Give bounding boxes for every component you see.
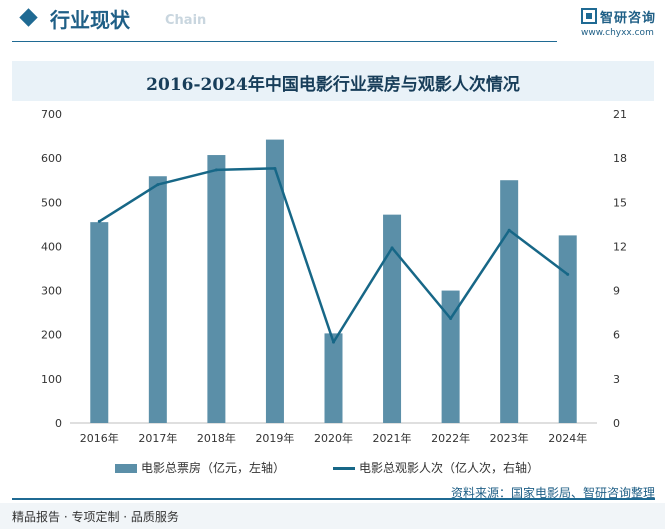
x-tick-label: 2024年 [548,431,587,445]
footer-tagline: 精品报告 · 专项定制 · 品质服务 [12,510,179,524]
y-right-tick-label: 3 [613,373,620,386]
x-tick-label: 2021年 [373,431,412,445]
chart-title-band: 2016-2024年中国电影行业票房与观影人次情况 [12,61,654,101]
admissions-point-2023年 [507,228,511,232]
y-right-tick-label: 15 [613,196,627,209]
bar-2016年 [90,222,109,423]
brand-logo: 智研咨询 www.chyxx.com [581,7,661,41]
y-left-tick-label: 700 [41,108,62,121]
x-tick-label: 2023年 [490,431,529,445]
y-left-tick-label: 0 [55,417,62,430]
legend-label-box-office: 电影总票房（亿元，左轴） [141,461,286,475]
y-left-tick-label: 500 [41,196,62,209]
bar-2018年 [207,155,226,423]
section-title: 行业现状 [50,8,130,32]
logo-url: www.chyxx.com [581,28,654,38]
y-left-tick-label: 400 [41,240,62,253]
section-subtitle: Chain [165,13,207,28]
legend-swatch-line [333,467,355,470]
x-tick-label: 2022年 [431,431,470,445]
bar-2019年 [265,139,284,424]
admissions-point-2022年 [449,317,453,321]
admissions-point-2020年 [332,340,335,344]
diamond-icon [19,8,38,27]
y-left-tick-label: 200 [41,329,62,342]
legend-item-admissions: 电影总观影人次（亿人次，右轴） [333,459,539,476]
y-left-tick-label: 600 [41,152,62,165]
y-right-tick-label: 6 [613,329,620,342]
bar-2024年 [558,235,577,423]
footer-band: 精品报告 · 专项定制 · 品质服务 [0,503,665,529]
admissions-point-2019年 [273,166,277,170]
y-right-tick-label: 12 [613,240,627,253]
y-right-tick-label: 9 [613,285,620,298]
bar-2020年 [324,333,343,423]
x-tick-label: 2020年 [314,431,353,445]
header: 行业现状 Chain 智研咨询 www.chyxx.com [0,0,665,44]
admissions-line [98,167,569,344]
bar-2021年 [383,214,402,423]
admissions-point-2021年 [390,246,394,250]
chart-title: 2016-2024年中国电影行业票房与观影人次情况 [146,75,520,95]
admissions-point-2016年 [97,219,101,223]
logo-mark-icon [581,8,597,24]
logo-name: 智研咨询 [600,11,657,26]
x-tick-label: 2018年 [197,431,236,445]
y-left-tick-label: 100 [41,373,62,386]
legend-swatch-bar [115,464,137,473]
bar-2017年 [148,176,167,423]
footer-divider [12,498,655,500]
chart: 0 100 200 300 400 500 600 700 0 3 6 9 12 15 18 21 2016年 2… [41,108,627,445]
admissions-point-2018年 [214,168,218,172]
source-note: 资料来源：国家电影局、智研咨询整理 [450,486,655,500]
y-right-tick-label: 21 [613,108,627,121]
admissions-point-2024年 [566,272,570,276]
bar-2022年 [441,290,460,423]
admissions-point-2017年 [156,183,160,187]
y-right-tick-label: 0 [613,417,620,430]
bar-2023年 [500,180,519,423]
y-left-tick-label: 300 [41,285,62,298]
header-divider [12,41,557,42]
legend: 电影总票房（亿元，左轴） 电影总观影人次（亿人次，右轴） [0,459,665,477]
x-tick-label: 2017年 [138,431,177,445]
x-tick-label: 2016年 [80,431,119,445]
legend-item-box-office: 电影总票房（亿元，左轴） [115,459,285,476]
y-right-tick-label: 18 [613,152,627,165]
x-tick-label: 2019年 [255,431,294,445]
legend-label-admissions: 电影总观影人次（亿人次，右轴） [359,461,540,475]
